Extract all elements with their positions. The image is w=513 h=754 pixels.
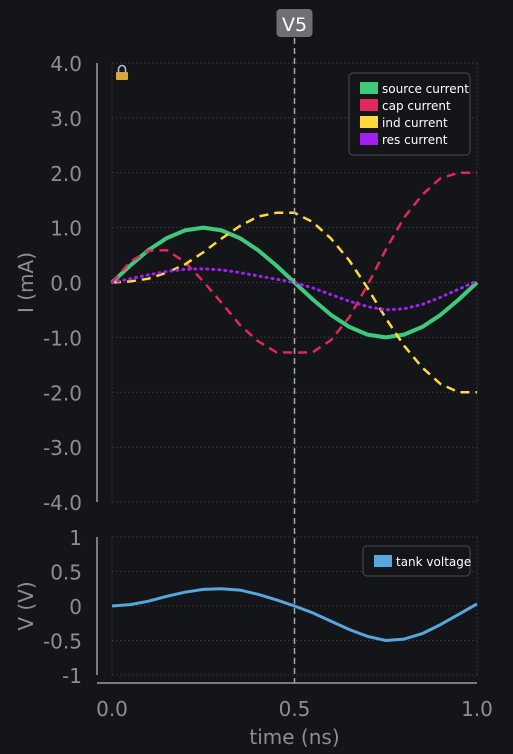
legend-swatch xyxy=(360,99,378,111)
legend-label: res current xyxy=(382,133,448,147)
legend-swatch xyxy=(374,555,392,567)
x-axis-label: time (ns) xyxy=(249,725,339,749)
current-plot: 4.0 3.0 2.0 1.0 0.0 -1.0 -2.0 -3.0 -4.0 I (mA) sou… xyxy=(14,52,479,515)
y-tick-label: -2.0 xyxy=(43,381,82,405)
y-tick-label: -1 xyxy=(62,664,82,688)
y-tick-label: -1.0 xyxy=(43,326,82,350)
lock-body xyxy=(116,72,128,80)
cursor-badge[interactable] xyxy=(276,9,313,37)
y-tick-label: 0 xyxy=(69,595,82,619)
y-tick-label: 0.5 xyxy=(50,561,82,585)
y-tick-label: 3.0 xyxy=(50,107,82,131)
series-line-tank-voltage xyxy=(111,587,478,642)
voltage-plot: 1 0.5 0 -0.5 -1 V (V) tank voltage 0.0 0.5 1.0 tim… xyxy=(14,526,493,749)
series-line-cap-current xyxy=(111,171,477,354)
legend-label: source current xyxy=(382,82,469,96)
y-tick-label: -3.0 xyxy=(43,436,82,460)
x-tick-label: 1.0 xyxy=(461,697,493,721)
lock-shackle xyxy=(117,64,127,72)
legend-label: ind current xyxy=(382,116,448,130)
x-tick-label: 0.5 xyxy=(279,697,311,721)
y-axis-label: V (V) xyxy=(14,581,38,630)
y-tick-label: 4.0 xyxy=(50,52,82,76)
y-tick-label: 0.0 xyxy=(50,272,82,296)
legend-swatch xyxy=(360,133,378,145)
legend-swatch xyxy=(360,116,378,128)
time-cursor[interactable]: V5 xyxy=(276,9,313,683)
x-tick-label: 0.0 xyxy=(96,697,128,721)
y-axis-label: I (mA) xyxy=(14,252,38,313)
y-tick-label: 2.0 xyxy=(50,162,82,186)
lock-icon[interactable] xyxy=(116,64,128,81)
y-tick-label: 1 xyxy=(69,526,82,550)
legend: tank voltage xyxy=(362,545,471,577)
legend-box xyxy=(348,72,471,156)
cursor-label: V5 xyxy=(282,14,307,36)
legend: source current cap current ind current res … xyxy=(348,72,471,156)
legend-label: tank voltage xyxy=(396,555,471,569)
legend-label: cap current xyxy=(382,99,451,113)
legend-box xyxy=(362,545,471,577)
legend-swatch xyxy=(360,82,378,94)
y-tick-label: -4.0 xyxy=(43,491,82,515)
y-tick-label: -0.5 xyxy=(43,630,82,654)
y-tick-label: 1.0 xyxy=(50,217,82,241)
